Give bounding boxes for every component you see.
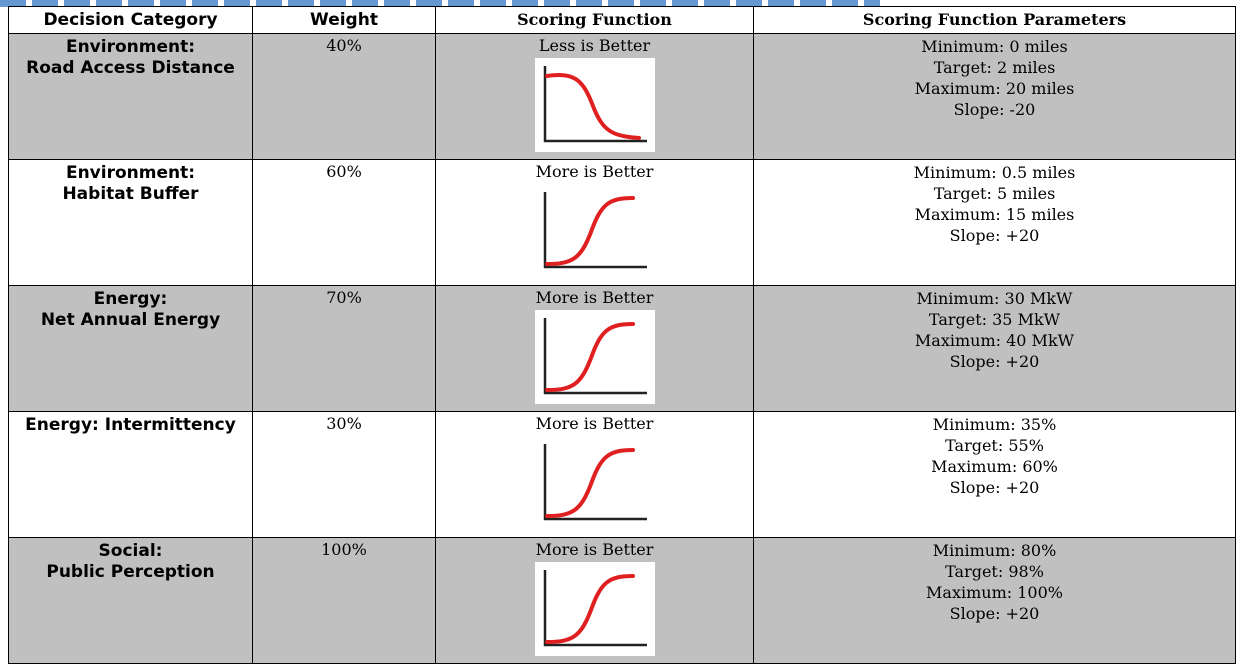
- category-line: Environment:: [65, 163, 196, 183]
- parameter-line: Maximum: 20 miles: [914, 79, 1075, 98]
- table-row: Environment: Road Access Distance 40% Less …: [8, 33, 1236, 160]
- parameter-line: Slope: +20: [949, 352, 1040, 371]
- scoring-parameters-cell: Minimum: 30 MkW Target: 35 MkW Maximum: 40…: [753, 285, 1236, 412]
- table-body: Environment: Road Access Distance 40% Less …: [8, 33, 1236, 664]
- parameter-line: Slope: +20: [949, 604, 1040, 623]
- header-row: Decision Category Weight Scoring Functio…: [8, 6, 1236, 34]
- decision-category-cell: Energy: Intermittency: [8, 411, 253, 538]
- scoring-function-cell: More is Better: [435, 159, 754, 286]
- decision-category-cell: Energy: Net Annual Energy: [8, 285, 253, 412]
- scoring-parameters-cell: Minimum: 80% Target: 98% Maximum: 100% Slop…: [753, 537, 1236, 664]
- parameter-line: Maximum: 15 miles: [914, 205, 1075, 224]
- category-line: Public Perception: [46, 562, 215, 582]
- parameter-line: Maximum: 60%: [931, 457, 1058, 476]
- header-scoring-parameters: Scoring Function Parameters: [753, 6, 1236, 34]
- scoring-function-cell: More is Better: [435, 411, 754, 538]
- scoring-function-label: More is Better: [535, 162, 654, 181]
- parameter-line: Target: 98%: [945, 562, 1044, 581]
- parameter-line: Minimum: 0 miles: [921, 37, 1068, 56]
- scoring-function-label: More is Better: [535, 540, 654, 559]
- decision-category-cell: Environment: Road Access Distance: [8, 33, 253, 160]
- parameter-line: Maximum: 40 MkW: [914, 331, 1075, 350]
- parameter-line: Minimum: 0.5 miles: [913, 163, 1076, 182]
- weight-cell: 60%: [252, 159, 436, 286]
- scoring-parameters-cell: Minimum: 0.5 miles Target: 5 miles Maximum…: [753, 159, 1236, 286]
- decreasing-s-curve-icon: [534, 58, 655, 152]
- header-scoring-function: Scoring Function: [435, 6, 754, 34]
- weight-cell: 70%: [252, 285, 436, 412]
- category-line: Net Annual Energy: [40, 310, 221, 330]
- weight-cell: 100%: [252, 537, 436, 664]
- increasing-s-curve-icon: [534, 436, 655, 530]
- category-line: Environment:: [65, 37, 196, 57]
- scoring-function-label: More is Better: [535, 288, 654, 307]
- table-row: Energy: Net Annual Energy 70% More is Bette…: [8, 285, 1236, 412]
- weight-cell: 30%: [252, 411, 436, 538]
- decision-category-cell: Social: Public Perception: [8, 537, 253, 664]
- parameter-line: Minimum: 30 MkW: [916, 289, 1073, 308]
- parameter-line: Slope: -20: [953, 100, 1036, 119]
- header-weight: Weight: [252, 6, 436, 34]
- scoring-function-label: Less is Better: [538, 36, 651, 55]
- table-row: Social: Public Perception 100% More is Bett…: [8, 537, 1236, 664]
- parameter-line: Slope: +20: [949, 226, 1040, 245]
- table-caption: [0, 0, 1241, 7]
- parameter-line: Minimum: 35%: [932, 415, 1057, 434]
- scoring-function-cell: More is Better: [435, 285, 754, 412]
- parameter-line: Minimum: 80%: [932, 541, 1057, 560]
- scoring-function-cell: Less is Better: [435, 33, 754, 160]
- table-row: Environment: Habitat Buffer 60% More is Bet…: [8, 159, 1236, 286]
- increasing-s-curve-icon: [534, 310, 655, 404]
- table-row: Energy: Intermittency 30% More is Better Mi…: [8, 411, 1236, 538]
- category-line: Energy:: [93, 289, 168, 309]
- scoring-table: Decision Category Weight Scoring Functio…: [8, 6, 1236, 664]
- weight-cell: 40%: [252, 33, 436, 160]
- header-decision-category: Decision Category: [8, 6, 253, 34]
- category-line: Road Access Distance: [26, 58, 235, 78]
- parameter-line: Slope: +20: [949, 478, 1040, 497]
- scoring-parameters-cell: Minimum: 0 miles Target: 2 miles Maximum: …: [753, 33, 1236, 160]
- category-line: Habitat Buffer: [62, 184, 199, 204]
- scoring-function-cell: More is Better: [435, 537, 754, 664]
- category-line: Energy: Intermittency: [25, 415, 236, 435]
- increasing-s-curve-icon: [534, 562, 655, 656]
- decision-category-cell: Environment: Habitat Buffer: [8, 159, 253, 286]
- parameter-line: Maximum: 100%: [926, 583, 1063, 602]
- parameter-line: Target: 5 miles: [933, 184, 1056, 203]
- parameter-line: Target: 35 MkW: [928, 310, 1061, 329]
- increasing-s-curve-icon: [534, 184, 655, 278]
- parameter-line: Target: 55%: [945, 436, 1044, 455]
- scoring-function-label: More is Better: [535, 414, 654, 433]
- category-line: Social:: [98, 541, 163, 561]
- parameter-line: Target: 2 miles: [933, 58, 1056, 77]
- scoring-parameters-cell: Minimum: 35% Target: 55% Maximum: 60% Slope…: [753, 411, 1236, 538]
